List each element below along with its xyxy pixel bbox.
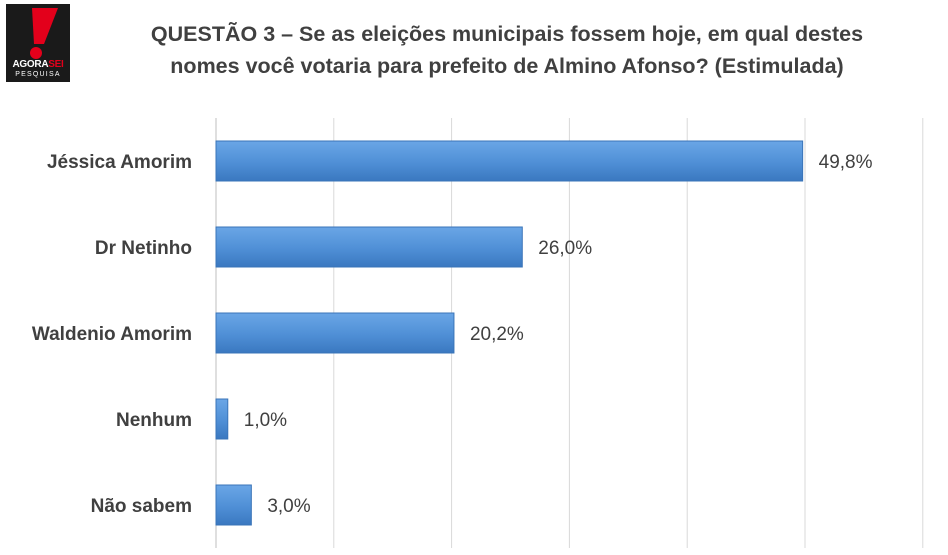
chart-title: QUESTÃO 3 – Se as eleições municipais fo… — [82, 18, 932, 82]
bar — [215, 398, 229, 440]
chart-title-line-2: nomes você votaria para prefeito de Almi… — [170, 54, 844, 78]
category-label: Waldenio Amorim — [32, 324, 192, 345]
value-labels: 49,8% 26,0% 20,2% 1,0% 3,0% — [244, 152, 873, 517]
bar — [215, 140, 804, 182]
category-label: Nenhum — [116, 410, 192, 431]
value-label: 26,0% — [538, 238, 592, 259]
category-label: Dr Netinho — [95, 238, 192, 259]
agorasei-logo: AGORASEI PESQUISA — [6, 4, 70, 82]
value-label: 20,2% — [470, 324, 524, 345]
value-label: 49,8% — [819, 152, 873, 173]
category-label: Jéssica Amorim — [47, 152, 192, 173]
chart-title-line-1: QUESTÃO 3 – Se as eleições municipais fo… — [150, 22, 864, 46]
bar — [215, 226, 523, 268]
value-label: 3,0% — [267, 496, 310, 517]
logo-subtitle: PESQUISA — [15, 71, 61, 78]
bar — [215, 312, 455, 354]
logo-brand: AGORASEI — [12, 59, 64, 70]
bars — [215, 140, 804, 526]
category-labels: Jéssica Amorim Dr Netinho Waldenio Amorim N… — [32, 152, 192, 517]
exclamation-logo-icon — [30, 8, 58, 59]
category-label: Não sabem — [91, 496, 192, 517]
bar — [215, 484, 252, 526]
value-label: 1,0% — [244, 410, 287, 431]
